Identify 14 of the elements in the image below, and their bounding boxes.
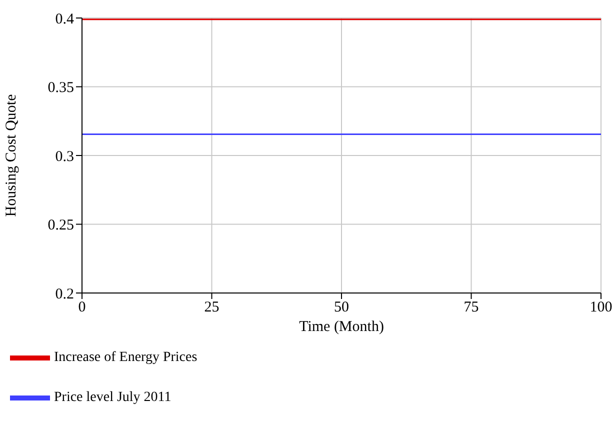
x-axis-title: Time (Month) [299,319,384,335]
x-tick-label: 25 [204,300,220,316]
legend-label: Increase of Energy Prices [54,350,198,366]
y-axis-title: Housing Cost Quote [3,94,20,217]
x-tick-label: 50 [334,300,349,316]
y-tick-label: 0.3 [55,148,74,165]
x-tick-label: 75 [464,300,479,316]
y-tick-label: 0.2 [55,286,74,302]
x-tick-label: 0 [78,300,86,316]
legend-label: Price level July 2011 [54,390,172,406]
y-tick-label: 0.25 [48,218,74,234]
x-tick-label: 100 [590,300,612,316]
y-tick-label: 0.4 [55,11,74,28]
y-tick-label: 0.35 [48,80,74,96]
